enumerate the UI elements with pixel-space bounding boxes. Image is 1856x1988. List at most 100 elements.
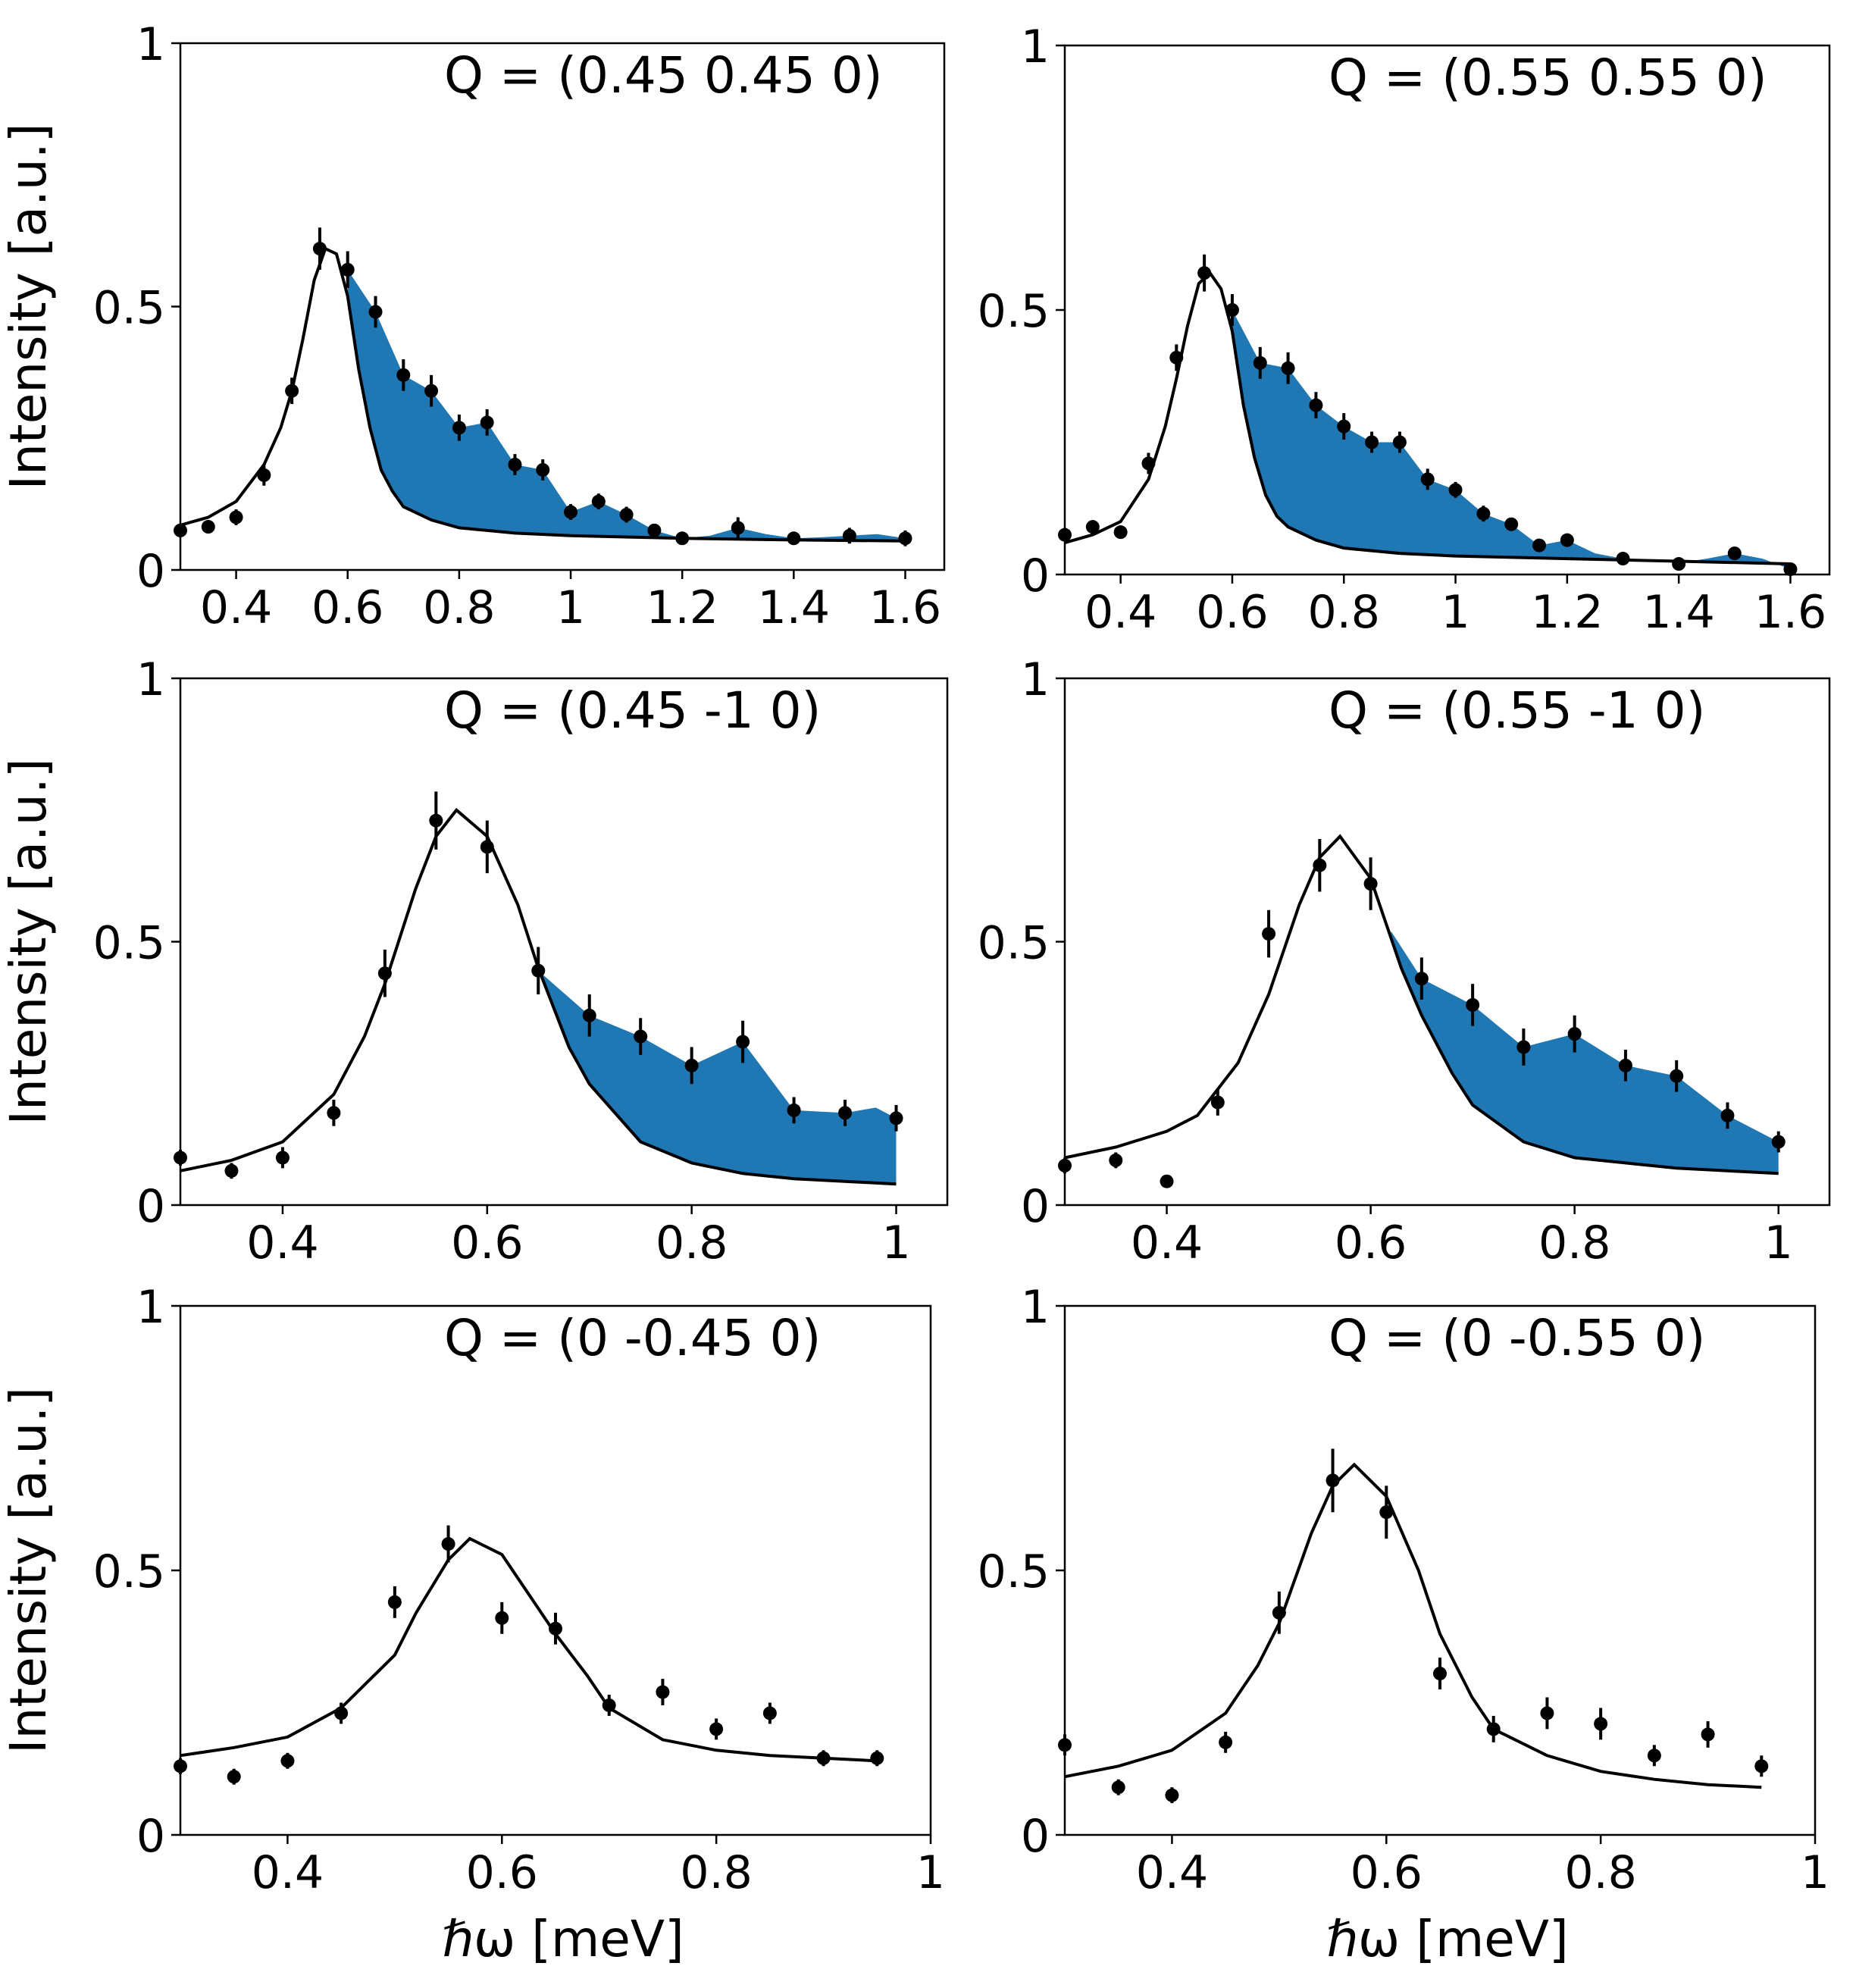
data-point <box>1113 525 1128 540</box>
y-tick-label: 1 <box>1021 20 1050 74</box>
data-point <box>1783 562 1798 577</box>
x-tick-label: 0.8 <box>423 581 495 634</box>
data-point <box>1365 435 1379 449</box>
data-point <box>1560 533 1574 547</box>
data-point <box>731 521 745 535</box>
x-tick-label: 1 <box>916 1846 945 1899</box>
data-point <box>634 1029 648 1044</box>
y-axis-label: Intensity [a.u.] <box>0 1387 58 1754</box>
data-point <box>591 494 606 509</box>
x-tick-label: 1.2 <box>646 581 718 634</box>
data-point <box>1085 520 1100 534</box>
data-point <box>549 1621 562 1636</box>
data-point <box>1109 1153 1123 1167</box>
panel-title: Q = (0 -0.55 0) <box>1329 1309 1705 1367</box>
y-axis-label: Intensity [a.u.] <box>0 124 58 490</box>
data-point <box>536 462 550 477</box>
panel-2: 0.4 0.6 0.8 1 1.2 1.4 1.6 0 0.5 1 Q = (0.55 0.55 0… <box>978 20 1831 639</box>
data-point <box>1281 361 1295 375</box>
data-point <box>1567 1027 1582 1041</box>
x-tick-label: 1.4 <box>1642 586 1714 639</box>
excess-intensity-area <box>538 968 897 1185</box>
data-point <box>684 1058 699 1072</box>
x-tick-label: 1.2 <box>1531 586 1603 639</box>
y-axis-label: Intensity [a.u.] <box>0 759 58 1125</box>
x-tick-label: 1 <box>1441 586 1469 639</box>
data-point <box>1647 1749 1661 1763</box>
y-tick-label: 1 <box>136 1281 165 1334</box>
data-point <box>889 1111 903 1125</box>
data-point <box>368 305 383 319</box>
data-point <box>1197 266 1212 280</box>
x-tick-label: 0.6 <box>1351 1846 1423 1899</box>
y-tick-label: 1 <box>136 653 165 706</box>
data-point <box>1272 1605 1286 1620</box>
data-point <box>1504 517 1519 531</box>
data-point <box>1486 1722 1501 1736</box>
data-point <box>1165 1788 1179 1802</box>
x-tick-label: 1 <box>556 581 585 634</box>
data-point <box>564 505 578 519</box>
data-point <box>1754 1759 1769 1774</box>
data-point <box>495 1611 509 1625</box>
x-tick-label: 1.4 <box>758 581 830 634</box>
x-tick-label: 0.8 <box>680 1846 752 1899</box>
x-tick-label: 0.4 <box>1131 1216 1203 1270</box>
data-point <box>1160 1174 1174 1188</box>
y-tick-label: 0 <box>136 1180 165 1233</box>
data-point <box>1670 1069 1684 1083</box>
x-tick-label: 1 <box>881 1216 910 1270</box>
data-point <box>1727 546 1742 561</box>
y-tick-label: 0 <box>136 1810 165 1863</box>
panel-3: 0.4 0.6 0.8 1 0 0.5 1 Q = (0.45 -1 0) Intensity … <box>0 653 949 1270</box>
y-tick-label: 0 <box>136 545 165 598</box>
data-point <box>327 1106 341 1120</box>
x-tick-label: 1.6 <box>869 581 941 634</box>
y-tick-label: 0.5 <box>978 1545 1050 1598</box>
data-point <box>312 242 327 256</box>
data-point <box>1169 350 1184 365</box>
data-point <box>1616 552 1630 566</box>
data-point <box>1448 483 1463 497</box>
data-point <box>675 531 690 546</box>
data-point <box>1309 398 1323 412</box>
x-tick-label: 1 <box>1764 1216 1793 1270</box>
x-tick-label: 0.4 <box>252 1846 324 1899</box>
data-point <box>1392 435 1407 449</box>
data-point <box>709 1722 724 1736</box>
x-tick-label: 0.6 <box>466 1846 538 1899</box>
data-point <box>1532 538 1547 553</box>
data-point <box>1313 858 1327 872</box>
x-tick-label: 0.8 <box>656 1216 728 1270</box>
panel-1: 0.4 0.6 0.8 1 1.2 1.4 1.6 0 0.5 1 Q = (0.45 0.45 0… <box>0 18 946 634</box>
data-point <box>280 1754 295 1768</box>
data-point <box>898 531 912 546</box>
data-point <box>441 1537 455 1551</box>
data-point <box>340 262 355 277</box>
data-point <box>838 1106 853 1120</box>
data-point <box>647 523 662 537</box>
data-point <box>582 1008 596 1022</box>
data-point <box>1219 1735 1233 1749</box>
y-tick-label: 0.5 <box>93 282 165 335</box>
data-point <box>1594 1717 1608 1731</box>
x-tick-label: 1 <box>1801 1846 1829 1899</box>
fit-curve <box>180 807 897 1186</box>
excess-intensity-area <box>347 269 906 541</box>
y-tick-label: 0.5 <box>978 285 1050 338</box>
panel-title: Q = (0.45 -1 0) <box>444 681 821 740</box>
data-point <box>377 966 392 981</box>
x-tick-label: 0.6 <box>311 581 383 634</box>
data-point <box>1618 1058 1632 1072</box>
panel-4: 0.4 0.6 0.8 1 0 0.5 1 Q = (0.55 -1 0) <box>978 653 1831 1270</box>
fit-curve <box>1064 271 1791 565</box>
x-tick-label: 1.6 <box>1754 586 1826 639</box>
plot-frame <box>1063 1304 1817 1836</box>
data-point <box>1433 1667 1447 1681</box>
data-point <box>1720 1108 1735 1122</box>
y-tick-label: 0.5 <box>978 917 1050 970</box>
x-tick-label: 0.6 <box>1196 586 1268 639</box>
data-point <box>452 421 466 435</box>
data-point <box>275 1151 290 1165</box>
y-tick-label: 1 <box>1021 1281 1050 1334</box>
